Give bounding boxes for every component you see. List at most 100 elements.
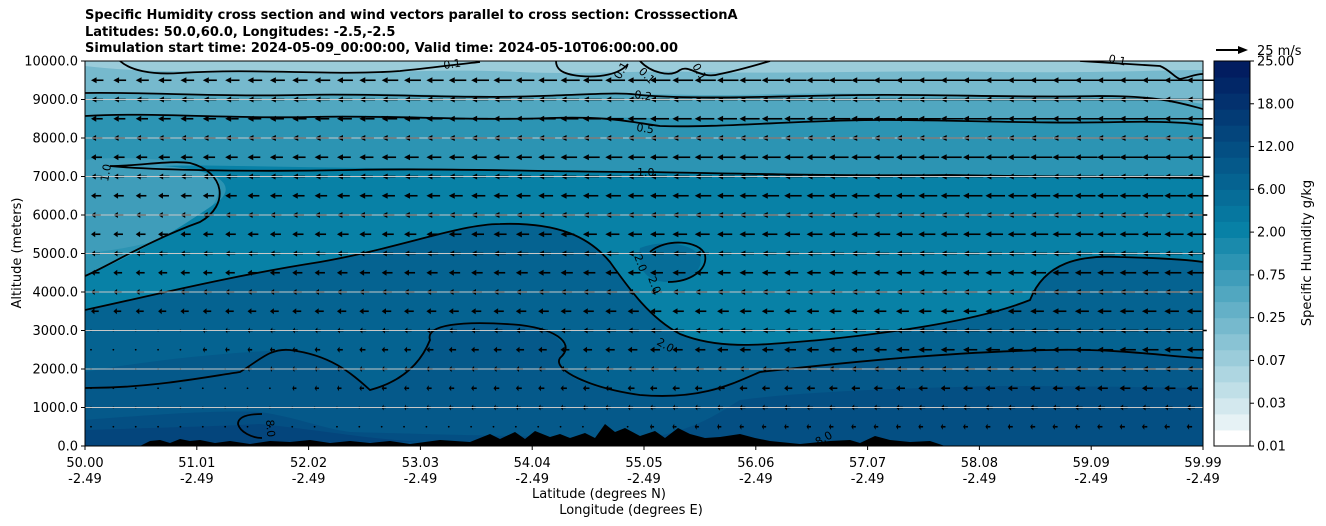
wind-arrow: [112, 387, 115, 390]
wind-arrow: [1097, 115, 1123, 122]
wind-arrow: [1030, 423, 1036, 430]
wind-arrow: [113, 115, 126, 122]
wind-arrow: [113, 77, 127, 84]
colorbar-tick-label: 6.00: [1257, 183, 1286, 198]
wind-arrow: [1141, 308, 1157, 315]
wind-arrow: [292, 346, 298, 353]
wind-arrow: [158, 115, 171, 122]
wind-arrow: [358, 425, 361, 428]
wind-arrow: [963, 192, 983, 199]
wind-arrow: [918, 192, 938, 199]
wind-arrow: [448, 308, 459, 315]
wind-arrow: [91, 77, 104, 84]
wind-arrow: [940, 231, 958, 238]
wind-arrow: [91, 115, 103, 122]
wind-arrow: [1141, 115, 1168, 122]
wind-arrow: [560, 308, 572, 315]
contour-0.2: [85, 91, 1203, 110]
wind-arrow: [538, 154, 555, 161]
contour-0.1-top: [119, 61, 481, 75]
wind-arrow: [605, 77, 626, 84]
y-tick-label: 0.0: [57, 440, 78, 455]
colorbar-segment: [1214, 381, 1250, 399]
colorbar-tick-label: 0.03: [1257, 397, 1286, 412]
wind-arrow: [359, 385, 365, 392]
wind-arrow: [672, 346, 683, 353]
wind-arrow: [1007, 115, 1032, 122]
y-tick-label: 8000.0: [33, 132, 79, 147]
x-tick-label-lat: 55.05: [625, 456, 662, 471]
colorbar-segment: [1214, 413, 1250, 431]
wind-arrow: [1141, 192, 1164, 199]
wind-arrow: [1074, 231, 1094, 238]
wind-arrow: [1007, 154, 1030, 161]
wind-arrow: [471, 346, 479, 353]
wind-arrow: [359, 77, 376, 84]
contour-label-2.0-b: 2.0: [645, 275, 663, 296]
wind-arrow: [806, 192, 825, 199]
wind-arrow: [247, 154, 261, 161]
wind-arrow: [940, 385, 951, 392]
wind-arrow: [1052, 346, 1068, 353]
wind-arrow: [269, 77, 285, 84]
wind-arrow: [202, 192, 215, 199]
wind-arrow: [1141, 423, 1148, 430]
wind-arrow: [582, 192, 599, 199]
wind-arrow: [784, 231, 800, 238]
wind-arrow: [627, 192, 644, 199]
wind-arrow: [806, 154, 826, 161]
wind-arrow: [1007, 346, 1023, 353]
wind-arrow: [202, 308, 212, 315]
wind-arrow: [514, 425, 517, 428]
wind-arrow: [694, 346, 706, 353]
wind-arrow: [158, 192, 169, 199]
wind-arrow: [448, 385, 455, 392]
wind-arrow: [806, 115, 828, 122]
wind-arrow: [336, 77, 353, 84]
wind-arrow: [895, 115, 919, 122]
wind-arrow: [493, 308, 504, 315]
colorbar-segment: [1214, 285, 1250, 303]
wind-arrow: [247, 192, 260, 199]
wind-arrow: [851, 154, 872, 161]
wind-arrow: [493, 77, 512, 84]
wind-arrow: [1097, 423, 1103, 430]
wind-arrow: [1030, 385, 1041, 392]
wind-arrow: [113, 192, 124, 199]
wind-arrow: [560, 115, 579, 122]
wind-arrow: [493, 192, 508, 199]
wind-arrow: [515, 346, 525, 353]
wind-arrow: [269, 308, 279, 315]
wind-arrow: [873, 269, 889, 276]
colorbar-segment: [1214, 397, 1250, 415]
wind-arrow: [650, 346, 661, 353]
wind-arrow: [806, 423, 811, 430]
wind-arrow: [269, 192, 282, 199]
wind-arrow: [1030, 154, 1053, 161]
wind-arrow: [761, 154, 781, 161]
wind-arrow: [873, 346, 887, 353]
wind-arrow: [91, 154, 102, 161]
x-tick-label-lat: 56.06: [737, 456, 774, 471]
wind-arrow: [717, 231, 733, 238]
wind-arrow: [851, 269, 866, 276]
wind-arrow: [672, 231, 688, 238]
wind-arrow: [739, 346, 751, 353]
wind-arrow: [292, 192, 305, 199]
colorbar-segment: [1214, 221, 1250, 238]
wind-arrow: [426, 346, 434, 353]
wind-arrow: [404, 154, 419, 161]
wind-arrow: [784, 308, 797, 315]
wind-arrow: [314, 231, 327, 238]
colorbar-tick-label: 0.25: [1257, 311, 1286, 326]
wind-arrow: [247, 115, 262, 122]
wind-arrow: [560, 154, 578, 161]
wind-arrow: [918, 115, 941, 122]
contour-2.0-main: [85, 222, 1203, 346]
wind-arrow: [224, 425, 227, 428]
wind-arrow: [784, 346, 796, 353]
wind-arrow: [336, 269, 348, 276]
colorbar-segment: [1214, 365, 1250, 383]
wind-arrow: [426, 308, 437, 315]
x-tick-label-lon: -2.49: [627, 472, 661, 487]
